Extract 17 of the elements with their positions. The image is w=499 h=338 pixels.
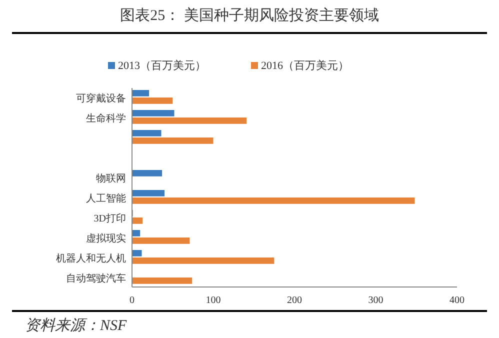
y-tick-label: 人工智能	[86, 192, 126, 204]
y-tick-label: 可穿戴设备	[76, 92, 126, 104]
x-tick-label: 100	[206, 295, 221, 306]
x-tick-label: 300	[368, 295, 384, 306]
y-tick-label: 自动驾驶汽车	[66, 272, 126, 284]
y-tick-label: 生命科学	[86, 112, 126, 124]
x-tick-label: 200	[287, 295, 302, 306]
text: 资料来源：NSF	[25, 317, 128, 334]
legend-label: 2016（百万美元）	[261, 59, 349, 72]
chart-title: 图表25： 美国种子期风险投资主要领域	[120, 7, 379, 24]
legend-label: 2013（百万美元）	[118, 59, 206, 72]
y-tick-label: 物联网	[96, 172, 126, 184]
y-tick-label: 3D打印	[94, 212, 126, 224]
y-tick-label: 机器人和无人机	[56, 252, 126, 264]
x-tick-label: 0	[130, 295, 134, 306]
x-tick-label: 400	[450, 295, 464, 306]
y-tick-label: 虚拟现实	[86, 232, 126, 244]
